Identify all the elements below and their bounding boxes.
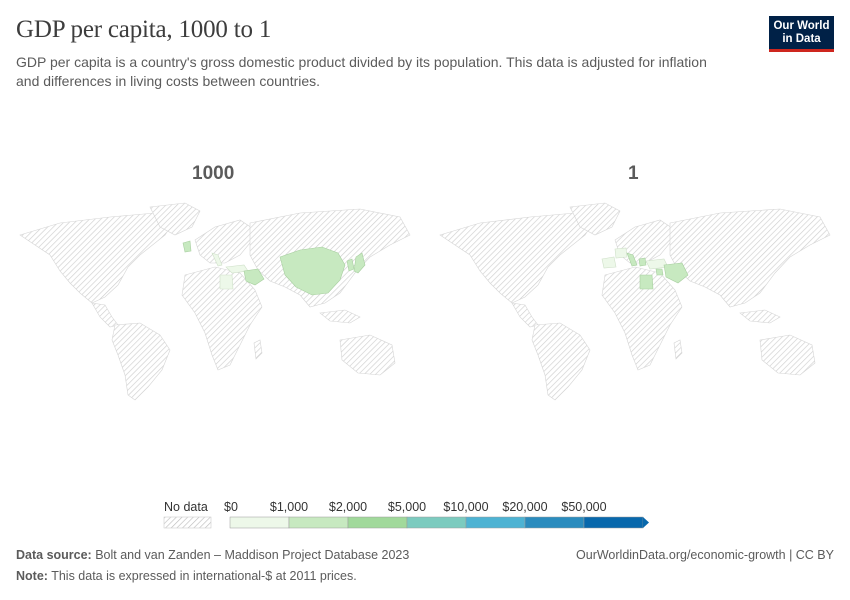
asia (669, 208, 831, 308)
world-map-1000[interactable] (19, 202, 411, 401)
legend-swatch[interactable] (347, 516, 408, 529)
footer-source: Data source: Bolt and van Zanden – Maddi… (16, 548, 409, 562)
levant-1[interactable] (655, 268, 664, 276)
legend-bin-label: $0 (224, 500, 238, 514)
footer-url[interactable]: OurWorldinData.org/economic-growth | CC … (576, 548, 834, 562)
italy-1000[interactable] (211, 252, 223, 267)
africa (181, 266, 263, 371)
legend-bin-label: $5,000 (388, 500, 426, 514)
egypt-1[interactable] (639, 274, 654, 290)
legend-arrow-tip (643, 517, 649, 528)
legend-bin-label: $50,000 (561, 500, 606, 514)
legend-swatch[interactable] (229, 516, 290, 529)
uk-1000[interactable] (182, 240, 192, 253)
france-1[interactable] (614, 247, 628, 259)
se-asia-islands (319, 309, 361, 324)
central-america (511, 302, 539, 328)
source-text[interactable]: Bolt and van Zanden – Maddison Project D… (95, 548, 410, 562)
source-label: Data source: (16, 548, 92, 562)
africa (601, 266, 683, 371)
note-text: This data is expressed in international-… (51, 569, 357, 583)
legend-bin-label: $10,000 (443, 500, 488, 514)
chart-title: GDP per capita, 1000 to 1 (16, 16, 272, 43)
china-1000[interactable] (279, 246, 346, 296)
chart-subtitle: GDP per capita is a country's gross dome… (16, 54, 707, 89)
egypt-1000[interactable] (219, 274, 234, 290)
legend-swatch[interactable] (524, 516, 585, 529)
map-label-1000: 1000 (192, 163, 235, 184)
madagascar (253, 339, 263, 360)
australia (339, 334, 396, 376)
south-america (531, 322, 591, 401)
note-label: Note: (16, 569, 48, 583)
iran-iraq-1[interactable] (663, 262, 689, 284)
iran-iraq-1000[interactable] (243, 268, 265, 286)
legend-no-data-swatch[interactable] (163, 516, 212, 529)
south-america (111, 322, 171, 401)
north-america (439, 212, 596, 304)
greenland (149, 202, 201, 236)
se-asia-islands (739, 309, 781, 324)
legend-bin-label: $1,000 (270, 500, 308, 514)
legend: No data $0 $1,000 $2,000 $5,000 $10,000 $20,0… (163, 500, 649, 529)
legend-no-data-label: No data (164, 500, 208, 514)
japan-1000[interactable] (353, 252, 366, 274)
madagascar (673, 339, 683, 360)
legend-bin-label: $20,000 (502, 500, 547, 514)
italy-1[interactable] (626, 252, 638, 267)
legend-bin-label: $2,000 (329, 500, 367, 514)
greenland (569, 202, 621, 236)
greece-1[interactable] (638, 257, 647, 267)
world-map-1[interactable] (439, 202, 831, 401)
north-america (19, 212, 176, 304)
legend-swatch[interactable] (288, 516, 349, 529)
legend-swatch[interactable] (465, 516, 526, 529)
owid-logo[interactable]: Our World in Data (769, 16, 834, 52)
logo-line-2: in Data (782, 33, 821, 45)
footer-note: Note: This data is expressed in internat… (16, 569, 357, 583)
europe (614, 219, 676, 264)
australia (759, 334, 816, 376)
map-label-1: 1 (628, 163, 639, 184)
legend-swatch[interactable] (583, 516, 644, 529)
legend-swatch[interactable] (406, 516, 467, 529)
spain-1[interactable] (601, 256, 617, 269)
world-maps (19, 202, 831, 401)
europe (194, 219, 256, 264)
central-america (91, 302, 119, 328)
legend-bins: $0 $1,000 $2,000 $5,000 $10,000 $20,000 $50,00… (224, 500, 649, 529)
logo-line-1: Our World (773, 20, 830, 32)
